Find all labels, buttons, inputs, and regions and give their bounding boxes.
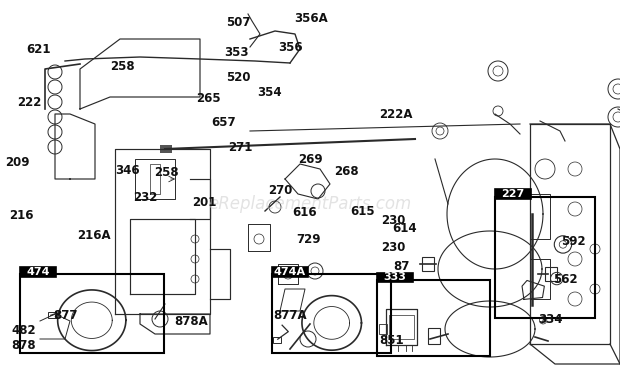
Bar (545, 267, 557, 281)
Text: 346: 346 (115, 164, 140, 177)
Text: 334: 334 (538, 313, 563, 326)
Text: 729: 729 (296, 233, 321, 246)
Text: 216A: 216A (78, 229, 111, 242)
Text: 232: 232 (133, 191, 158, 204)
Text: 621: 621 (26, 43, 51, 56)
Bar (273, 337, 281, 343)
Text: 269: 269 (298, 153, 322, 166)
Text: 614: 614 (392, 222, 417, 235)
Text: 657: 657 (211, 116, 236, 128)
Text: 520: 520 (226, 71, 251, 84)
Text: 258: 258 (110, 60, 135, 73)
Text: 482: 482 (11, 324, 36, 337)
Text: 222A: 222A (379, 108, 412, 121)
Text: 592: 592 (561, 235, 586, 248)
Bar (495, 197, 595, 318)
Text: 356: 356 (278, 41, 303, 54)
Bar (272, 274, 391, 353)
Text: 227: 227 (501, 189, 525, 199)
Text: 216: 216 (9, 209, 34, 222)
Text: 222: 222 (17, 96, 42, 109)
Text: 562: 562 (553, 273, 578, 286)
Text: 616: 616 (293, 206, 317, 219)
Text: 230: 230 (381, 214, 406, 227)
Text: 201: 201 (192, 196, 217, 209)
Text: 271: 271 (228, 141, 253, 153)
Bar (422, 257, 434, 271)
Text: 268: 268 (334, 165, 358, 178)
Text: 354: 354 (257, 86, 282, 99)
Text: 258: 258 (154, 166, 179, 179)
Bar (48, 312, 56, 318)
Text: 333: 333 (384, 273, 406, 282)
Text: 353: 353 (224, 46, 249, 59)
Bar (20, 267, 56, 277)
Text: 209: 209 (5, 156, 30, 169)
Text: 265: 265 (196, 92, 221, 105)
Text: 87: 87 (394, 260, 410, 273)
Bar (495, 189, 531, 199)
Text: 474A: 474A (273, 267, 306, 277)
Text: 851: 851 (379, 334, 404, 347)
Bar (272, 267, 308, 277)
Text: 474: 474 (26, 267, 50, 277)
Bar (20, 274, 164, 353)
Bar (377, 273, 413, 282)
Text: 507: 507 (226, 16, 251, 29)
Text: eReplacementParts.com: eReplacementParts.com (208, 195, 412, 213)
Text: 230: 230 (381, 241, 406, 254)
Text: 877A: 877A (273, 309, 307, 322)
Bar (160, 145, 172, 153)
Text: 356A: 356A (294, 12, 328, 25)
Bar (379, 324, 387, 334)
Text: 878A: 878A (174, 315, 208, 328)
Text: 878: 878 (11, 339, 36, 352)
Bar (377, 280, 490, 356)
Text: 615: 615 (350, 205, 375, 218)
Text: 270: 270 (268, 184, 293, 197)
Text: 877: 877 (53, 309, 78, 322)
Bar (428, 328, 440, 344)
